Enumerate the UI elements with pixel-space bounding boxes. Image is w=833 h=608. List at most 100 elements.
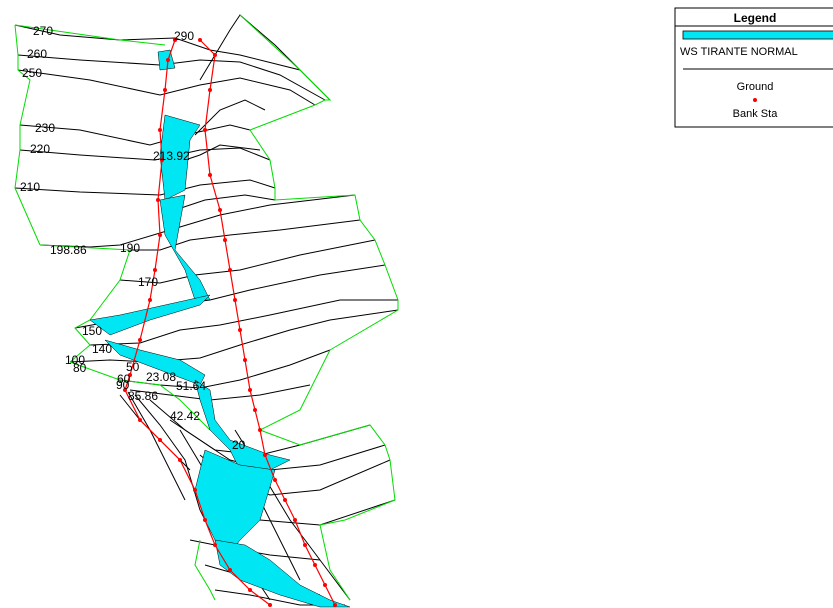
bank-station-point [193, 488, 197, 492]
right-bank-line [199, 39, 336, 606]
bank-station-point [248, 388, 252, 392]
bank-station-point [156, 198, 160, 202]
bank-station-point [323, 583, 327, 587]
bank-station-point [203, 128, 207, 132]
reach-boundary [14, 14, 399, 601]
bank-station-point [198, 38, 202, 42]
station-label: 23.08 [146, 370, 176, 384]
bank-station-point [158, 438, 162, 442]
bank-station-point [160, 158, 164, 162]
legend-bank-label: Bank Sta [733, 108, 779, 120]
cross-section-line [17, 69, 316, 106]
ws-polygon [89, 294, 211, 336]
cross-section-line [14, 179, 276, 196]
cross-section-line [89, 299, 398, 346]
station-label: 90 [116, 378, 130, 392]
bank-station-point [128, 373, 132, 377]
station-label: 170 [138, 275, 158, 289]
bank-station-point [303, 543, 307, 547]
bank-station-point [273, 478, 277, 482]
station-label: 198.86 [50, 243, 87, 257]
station-label: 51.64 [176, 379, 206, 393]
station-label: 60 [117, 372, 131, 386]
bank-station-point [203, 518, 207, 522]
ws-polygon [159, 194, 211, 301]
bank-station-point [158, 233, 162, 237]
bank-station-point [213, 543, 217, 547]
station-label: 50 [126, 360, 140, 374]
bank-station-point [228, 268, 232, 272]
legend-ws-swatch [682, 30, 833, 40]
bank-station-point [333, 603, 337, 607]
bank-station-point [218, 208, 222, 212]
bank-station-point [208, 173, 212, 177]
bank-station-point [163, 88, 167, 92]
bank-station-point [293, 518, 297, 522]
station-labels: 290 270 260 250 230 220 213.92 210 198.8… [20, 24, 246, 452]
legend-frame [674, 7, 833, 128]
bank-station-point [148, 298, 152, 302]
station-label: 42.42 [170, 409, 200, 423]
station-label: 220 [30, 142, 50, 156]
legend-title: Legend [734, 11, 777, 25]
station-label: 80 [73, 361, 87, 375]
bank-station-point [173, 38, 177, 42]
cross-section-line [17, 54, 326, 101]
station-label: 190 [120, 241, 140, 255]
boundary-left-upper [14, 24, 41, 246]
legend-ws-label: WS TIRANTE NORMAL [680, 46, 798, 58]
boundary-lower-right [258, 349, 396, 601]
bank-station-point [258, 428, 262, 432]
bank-station-point [153, 268, 157, 272]
station-label: 20 [232, 438, 246, 452]
station-label: 260 [27, 47, 47, 61]
bank-station-point [313, 563, 317, 567]
station-label: 270 [33, 24, 53, 38]
boundary-outlet [194, 539, 216, 601]
bank-station-point [228, 568, 232, 572]
bank-station-point [233, 298, 237, 302]
bank-station-point [248, 588, 252, 592]
station-label: 85.86 [128, 389, 158, 403]
ws-polygon [159, 114, 201, 201]
ws-polygon [214, 539, 351, 608]
bank-station-point [138, 338, 142, 342]
boundary-right-upper [239, 14, 399, 351]
cross-section-line [174, 194, 276, 211]
bank-station-points [123, 38, 337, 607]
bank-station-point [238, 328, 242, 332]
bank-station-point [178, 458, 182, 462]
cross-section-line [19, 147, 271, 161]
bank-station-point [263, 453, 267, 457]
cross-section-line [127, 391, 186, 501]
boundary-lower-left [69, 361, 211, 431]
station-label: 100 [65, 353, 85, 367]
bank-station-point [158, 128, 162, 132]
legend-bank-swatch [753, 98, 757, 102]
station-label: 250 [22, 66, 42, 80]
station-label: 140 [92, 342, 112, 356]
bank-station-point [283, 498, 287, 502]
bank-station-point [166, 58, 170, 62]
cross-section-line [69, 309, 399, 363]
bank-station-point [123, 388, 127, 392]
cross-section-line [14, 24, 331, 101]
legend-ground-label: Ground [737, 81, 774, 93]
station-label: 213.92 [153, 149, 190, 163]
bank-station-point [268, 603, 272, 607]
station-label: 150 [82, 324, 102, 338]
bank-station-point [223, 238, 227, 242]
station-label: 290 [174, 29, 194, 43]
station-label: 230 [35, 121, 55, 135]
cross-section-line [194, 99, 266, 136]
ws-polygon [194, 379, 291, 471]
bank-station-point [253, 408, 257, 412]
cross-section-line [130, 219, 361, 251]
boundary-top [14, 24, 166, 46]
station-label: 210 [20, 180, 40, 194]
bank-station-point [243, 358, 247, 362]
bank-station-point [208, 88, 212, 92]
bank-station-point [138, 418, 142, 422]
ws-polygon [104, 339, 206, 386]
